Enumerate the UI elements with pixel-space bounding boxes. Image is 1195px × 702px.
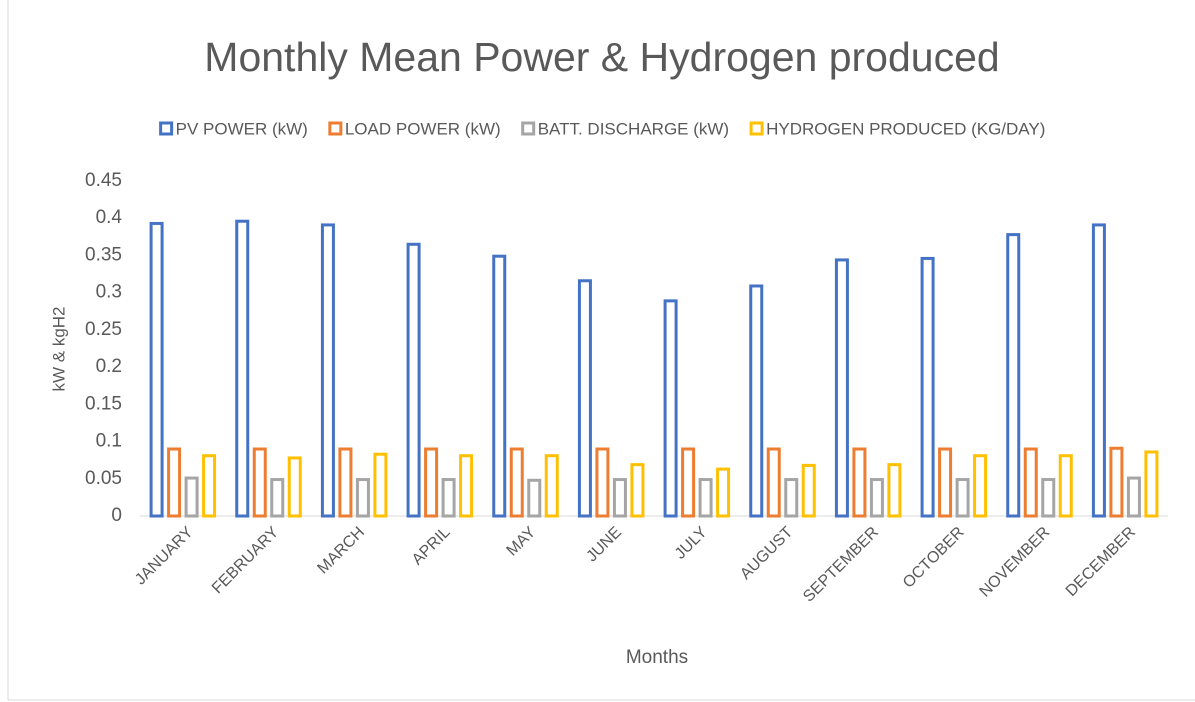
y-tick-label: 0.3	[96, 282, 122, 303]
x-tick-label: DECEMBER	[1063, 524, 1139, 600]
bar	[681, 447, 696, 518]
x-tick-label: JUNE	[583, 524, 625, 566]
bar	[973, 454, 988, 518]
bar	[1058, 454, 1073, 518]
y-tick-label: 0.25	[85, 319, 122, 340]
bar	[595, 447, 610, 518]
y-tick-label: 0.4	[96, 207, 123, 228]
x-tick-label: MAY	[504, 524, 540, 560]
bar	[167, 447, 182, 518]
legend-label: PV POWER (kW)	[176, 119, 308, 138]
bar	[424, 447, 439, 518]
bar	[869, 478, 884, 518]
y-tick-label: 0.1	[96, 431, 122, 452]
x-tick-label: AUGUST	[737, 524, 796, 583]
bar	[749, 284, 764, 518]
bar	[544, 454, 559, 518]
y-tick-label: 0.45	[85, 170, 122, 191]
bar	[406, 242, 421, 518]
bar	[630, 463, 645, 518]
bar	[235, 219, 250, 518]
bar	[1126, 476, 1141, 518]
chart-title: Monthly Mean Power & Hydrogen produced	[204, 34, 999, 80]
legend-marker	[749, 121, 764, 136]
bar	[202, 454, 217, 518]
bar	[852, 447, 867, 518]
y-tick-label: 0.05	[85, 468, 122, 489]
bar	[663, 299, 678, 518]
y-tick-label: 0.15	[85, 393, 122, 414]
bar	[1006, 233, 1021, 518]
bar	[1023, 447, 1038, 518]
y-axis-title: kW & kgH2	[49, 306, 68, 391]
bar	[527, 478, 542, 518]
x-tick-label: MARCH	[314, 524, 368, 578]
bar	[320, 223, 335, 518]
bar	[441, 478, 456, 518]
legend-label: HYDROGEN PRODUCED (KG/DAY)	[766, 119, 1045, 138]
bar	[1109, 446, 1124, 518]
bar	[612, 478, 627, 518]
x-tick-label: SEPTEMBER	[800, 524, 882, 606]
bar	[784, 478, 799, 518]
x-tick-label: NOVEMBER	[977, 524, 1054, 601]
x-axis-title: Months	[626, 647, 688, 668]
bar	[184, 476, 199, 518]
bar	[373, 452, 388, 518]
bar	[252, 447, 267, 518]
bar	[716, 467, 731, 518]
bar	[338, 447, 353, 518]
x-tick-label: APRIL	[409, 524, 454, 569]
bar	[509, 447, 524, 518]
x-tick-label: JULY	[672, 524, 711, 563]
x-tick-label: JANUARY	[132, 524, 197, 589]
x-tick-label: OCTOBER	[900, 524, 968, 592]
bar	[955, 478, 970, 518]
legend-marker	[159, 121, 174, 136]
bar	[287, 456, 302, 518]
bar	[938, 447, 953, 518]
legend-marker	[521, 121, 536, 136]
bar	[1144, 450, 1159, 518]
bar	[459, 454, 474, 518]
y-tick-label: 0	[111, 505, 122, 526]
bar	[887, 463, 902, 518]
bar	[698, 478, 713, 518]
bar	[1041, 478, 1056, 518]
bar	[920, 256, 935, 518]
bar	[149, 221, 164, 518]
legend-label: LOAD POWER (kW)	[345, 119, 501, 138]
y-tick-label: 0.35	[85, 244, 122, 265]
x-tick-label: FEBRUARY	[209, 524, 283, 598]
bar	[492, 254, 507, 518]
y-tick-label: 0.2	[96, 356, 122, 377]
legend-label: BATT. DISCHARGE (kW)	[538, 119, 729, 138]
bar	[270, 478, 285, 518]
legend-marker	[328, 121, 343, 136]
bar	[355, 478, 370, 518]
bar	[577, 279, 592, 518]
bar	[834, 258, 849, 518]
bar	[766, 447, 781, 518]
bar	[801, 463, 816, 518]
bar	[1091, 223, 1106, 518]
